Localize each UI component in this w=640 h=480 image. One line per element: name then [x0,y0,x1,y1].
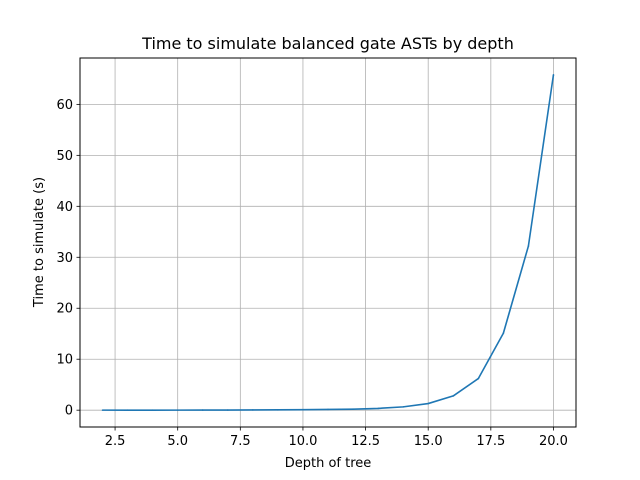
data-point [552,74,555,76]
data-point [277,409,279,411]
data-point [352,408,354,410]
x-tick-label: 15.0 [414,434,443,449]
y-tick-label: 20 [56,302,73,317]
y-tick-label: 60 [56,98,73,113]
x-tick-label: 12.5 [351,434,380,449]
data-point [502,332,505,335]
data-point [402,406,404,408]
x-tick-label: 5.0 [167,434,188,449]
data-point [176,409,179,411]
x-tick-label: 20.0 [539,434,568,449]
y-tick-label: 0 [65,404,73,419]
x-tick-label: 7.5 [230,434,251,449]
data-point [252,409,254,411]
ticks: 2.5 5.0 7.5 10.0 12.5 15.0 17.5 20.0 0 10 20 30 40 50… [56,98,567,449]
x-tick-label: 2.5 [105,434,126,449]
data-point [302,408,304,411]
data-point [427,402,430,405]
y-tick-label: 50 [56,149,73,164]
grid [80,58,576,427]
data-point [101,409,104,411]
data-point [477,377,480,380]
data-point [126,409,129,411]
y-tick-label: 30 [56,251,73,266]
data-point [527,245,530,247]
series-layer [101,74,555,411]
plot-background [80,58,576,427]
y-tick-label: 10 [56,353,73,368]
y-tick-label: 40 [56,200,73,215]
x-tick-label: 17.5 [476,434,505,449]
chart-title: Time to simulate balanced gate ASTs by d… [141,34,514,53]
data-point [327,408,329,411]
data-point [452,395,455,397]
data-point [226,409,229,411]
data-point [377,407,379,410]
data-point [201,409,204,411]
data-point [151,409,154,411]
y-axis-label: Time to simulate (s) [32,177,47,308]
x-axis-label: Depth of tree [285,456,372,471]
plot-frame [79,57,577,428]
x-tick-label: 10.0 [288,434,317,449]
